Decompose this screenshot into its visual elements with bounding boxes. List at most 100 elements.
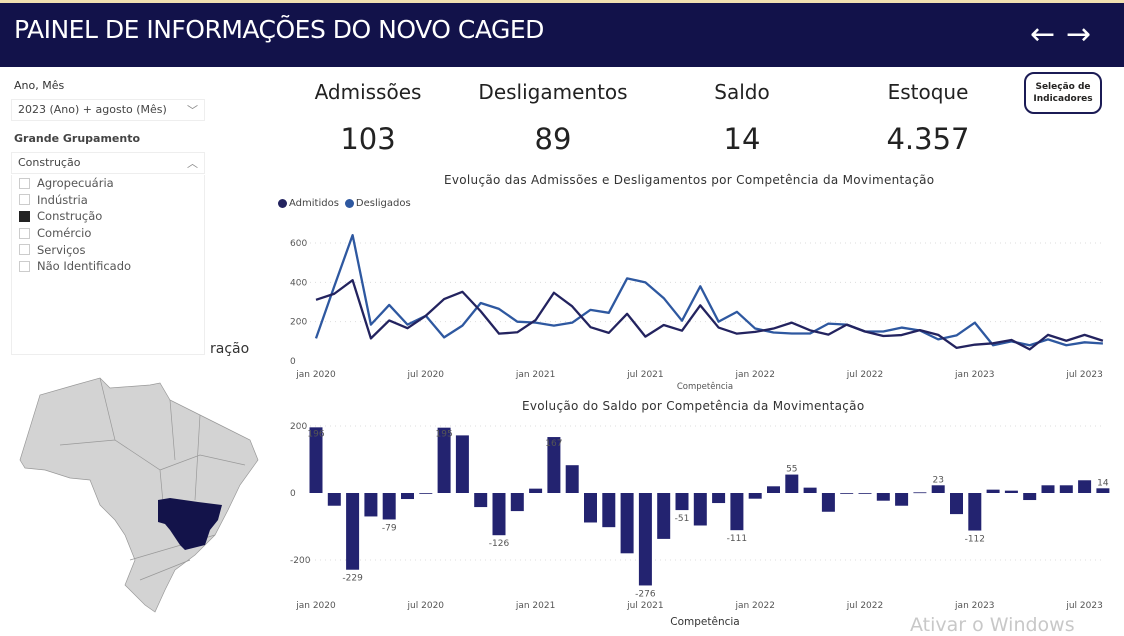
- saldo-bar: [382, 493, 396, 520]
- grupo-value: Construção: [18, 156, 81, 169]
- saldo-bar: [1096, 488, 1110, 493]
- windows-watermark: Ativar o Windows: [910, 614, 1075, 636]
- grupo-option[interactable]: Indústria: [12, 192, 204, 209]
- bar-data-label: 23: [932, 475, 943, 485]
- legend-admitidos[interactable]: Admitidos: [278, 198, 339, 209]
- bar-data-label: 195: [436, 430, 453, 440]
- y-tick-label: 0: [290, 489, 296, 499]
- state-borders: [59, 377, 246, 581]
- grupo-option[interactable]: Serviços: [12, 241, 204, 258]
- checkbox[interactable]: [19, 227, 30, 239]
- saldo-bar: [620, 493, 634, 554]
- checkbox[interactable]: [19, 244, 30, 256]
- saldo-bar: [437, 427, 451, 493]
- bar-data-label: 167: [545, 439, 562, 449]
- saldo-bar: [602, 493, 616, 528]
- x-tick-label: jan 2020: [295, 370, 336, 380]
- saldo-bar: [968, 493, 982, 531]
- button-line2: Indicadores: [1033, 94, 1093, 104]
- grupo-option[interactable]: Construção: [12, 208, 204, 225]
- saldo-bar: [565, 465, 579, 493]
- saldo-bar: [986, 489, 1000, 493]
- checkbox[interactable]: [19, 194, 30, 206]
- checkbox[interactable]: [19, 260, 30, 272]
- saldo-bar: [401, 493, 414, 500]
- map-title-partial: ração: [210, 341, 250, 357]
- x-tick-label: jan 2020: [295, 601, 336, 611]
- back-arrow-icon[interactable]: ←: [1030, 17, 1056, 52]
- y-tick-label: 600: [290, 239, 307, 249]
- x-tick-label: jan 2022: [734, 370, 775, 380]
- x-tick-label: jan 2022: [734, 601, 775, 611]
- saldo-bar: [876, 493, 890, 501]
- legend-label: Admitidos: [289, 198, 339, 209]
- series-line-desligados: [314, 233, 1103, 347]
- option-label: Serviços: [37, 242, 86, 257]
- button-line1: Seleção de: [1035, 82, 1091, 92]
- line-chart-legend: Admitidos Desligados: [278, 198, 411, 209]
- grupo-option[interactable]: Não Identificado: [12, 258, 204, 275]
- x-tick-label: jul 2023: [1065, 370, 1102, 380]
- saldo-bar: [767, 486, 780, 493]
- desligados-dot-icon: [344, 198, 354, 208]
- x-tick-label: jul 2020: [407, 601, 445, 611]
- grupo-option[interactable]: Agropecuária: [12, 175, 204, 192]
- saldo-bar: [584, 493, 597, 523]
- saldo-bar: [840, 493, 854, 494]
- page-title: PAINEL DE INFORMAÇÕES DO NOVO CAGED: [14, 15, 544, 44]
- kpi-value: 4.357: [886, 122, 970, 156]
- saldo-bar: [712, 493, 726, 504]
- saldo-bar: [858, 493, 872, 494]
- option-label: Construção: [37, 209, 103, 224]
- bar-data-label: -112: [965, 535, 985, 545]
- saldo-bar: [657, 493, 671, 539]
- kpi-value: 89: [534, 122, 572, 156]
- saldo-bar: [1041, 485, 1055, 493]
- x-tick-label: jan 2021: [515, 601, 556, 611]
- grupo-option[interactable]: Comércio: [12, 225, 204, 242]
- x-tick-label: jul 2023: [1065, 601, 1102, 611]
- saldo-bar: [748, 493, 762, 499]
- bar-data-label: -126: [489, 539, 510, 549]
- saldo-bar: [1023, 493, 1037, 501]
- legend-desligados[interactable]: Desligados: [344, 198, 411, 209]
- y-tick-label: -200: [290, 556, 311, 566]
- saldo-bar: [1059, 485, 1073, 493]
- y-tick-label: 0: [290, 357, 296, 367]
- option-label: Agropecuária: [37, 176, 114, 191]
- minas-gerais-region[interactable]: [158, 498, 222, 550]
- checkbox[interactable]: [19, 210, 30, 222]
- x-axis-title: Competência: [677, 381, 733, 392]
- x-tick-label: jan 2023: [954, 370, 995, 380]
- line-chart-title: Evolução das Admissões e Desligamentos p…: [444, 173, 935, 187]
- saldo-bar: [309, 427, 323, 493]
- indicator-selection-button[interactable]: Seleção de Indicadores: [1024, 72, 1102, 114]
- bar-data-label: -111: [727, 534, 747, 544]
- grupo-dropdown[interactable]: Construção ︿: [11, 152, 205, 174]
- saldo-bar: [1078, 480, 1092, 493]
- admitidos-dot-icon: [278, 198, 287, 208]
- header-bar: PAINEL DE INFORMAÇÕES DO NOVO CAGED ← →: [0, 0, 1124, 67]
- saldo-bar: [346, 493, 360, 570]
- saldo-bar: [638, 493, 652, 586]
- ano-mes-dropdown[interactable]: 2023 (Ano) + agosto (Mês) ﹀: [11, 99, 205, 121]
- saldo-bar: [785, 474, 799, 493]
- kpi-value: 14: [723, 122, 761, 156]
- y-tick-label: 200: [290, 422, 307, 432]
- kpi-label: Desligamentos: [478, 80, 628, 104]
- kpi-label: Estoque: [887, 80, 969, 104]
- bar-data-label: 14: [1097, 478, 1109, 488]
- y-tick-label: 400: [290, 278, 307, 288]
- saldo-bar: [803, 487, 817, 493]
- saldo-bar: [364, 493, 378, 517]
- option-label: Não Identificado: [37, 259, 132, 274]
- forward-arrow-icon[interactable]: →: [1066, 17, 1092, 52]
- saldo-bar: [547, 437, 561, 493]
- series-line-admitidos: [315, 279, 1104, 351]
- checkbox[interactable]: [19, 177, 30, 189]
- chevron-up-icon: ︿: [187, 157, 198, 170]
- y-tick-label: 200: [290, 318, 307, 328]
- brazil-map[interactable]: [0, 370, 270, 620]
- saldo-bar: [895, 493, 909, 506]
